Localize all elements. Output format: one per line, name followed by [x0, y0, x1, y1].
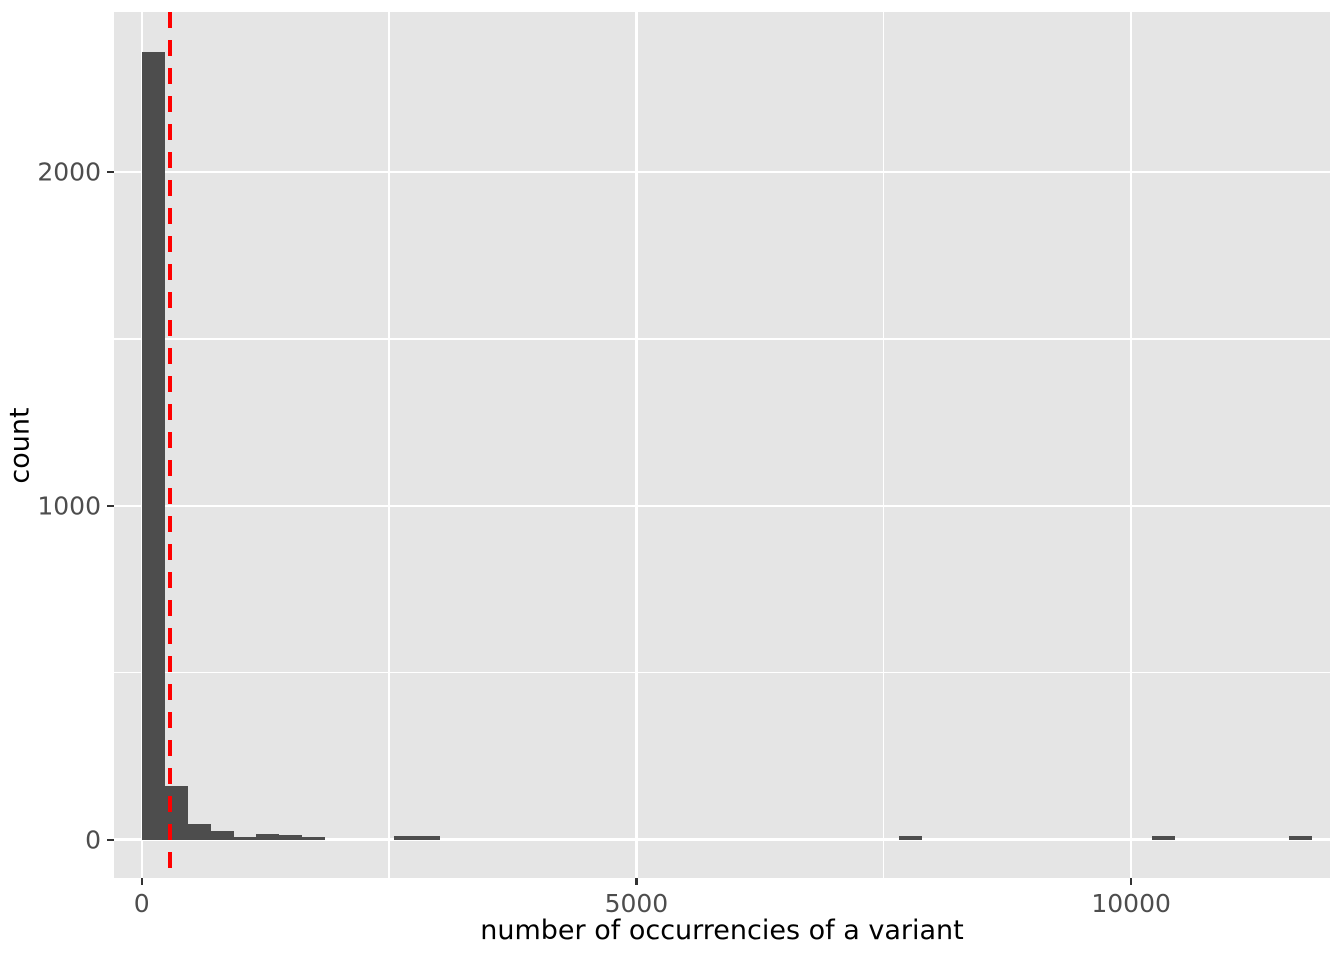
x-axis-tick-label: 5000 — [604, 889, 669, 918]
histogram-bar — [417, 836, 441, 840]
histogram-bar — [233, 836, 257, 840]
reference-line-vertical — [167, 12, 172, 878]
y-axis: 0 1000 2000 — [0, 12, 114, 878]
histogram-bar — [899, 836, 923, 840]
gridline-y-major — [114, 504, 1330, 508]
y-axis-tick — [107, 838, 114, 841]
histogram-bar — [1151, 836, 1175, 840]
gridline-y-minor — [114, 338, 1330, 340]
x-axis-tick — [140, 878, 143, 885]
histogram-bar — [256, 834, 280, 840]
y-axis-title: count — [0, 12, 40, 878]
y-axis-tick — [107, 171, 114, 174]
gridline-y-minor — [114, 672, 1330, 674]
x-axis-title: number of occurrencies of a variant — [480, 915, 964, 946]
gridline-y-minor — [114, 171, 1330, 173]
x-axis-tick — [635, 878, 638, 885]
gridline-y-major — [114, 838, 1330, 841]
y-axis-tick-label: 1000 — [37, 491, 101, 521]
x-axis: 0 5000 10000 — [114, 878, 1330, 918]
gridline-x-minor — [883, 12, 885, 878]
gridline-x-major — [140, 12, 143, 878]
histogram-bar — [1289, 836, 1313, 840]
histogram-bar — [302, 837, 326, 840]
y-axis-tick-label: 2000 — [37, 157, 101, 187]
gridline-x-minor — [388, 12, 390, 878]
x-axis-tick-label: 10000 — [1091, 889, 1171, 918]
histogram-bar — [394, 836, 418, 840]
x-axis-tick-label: 0 — [133, 889, 150, 918]
y-axis-title-text: count — [4, 406, 36, 484]
gridline-x-major — [1129, 12, 1133, 878]
gridline-x-major — [635, 12, 638, 878]
plot-panel — [114, 12, 1330, 878]
histogram-bar — [210, 830, 234, 840]
histogram-bar — [187, 823, 211, 840]
y-axis-tick-label: 0 — [85, 825, 101, 855]
x-axis-tick — [1130, 878, 1133, 885]
histogram-bar — [279, 835, 303, 840]
y-axis-tick — [107, 504, 114, 507]
histogram-bar — [141, 52, 165, 840]
